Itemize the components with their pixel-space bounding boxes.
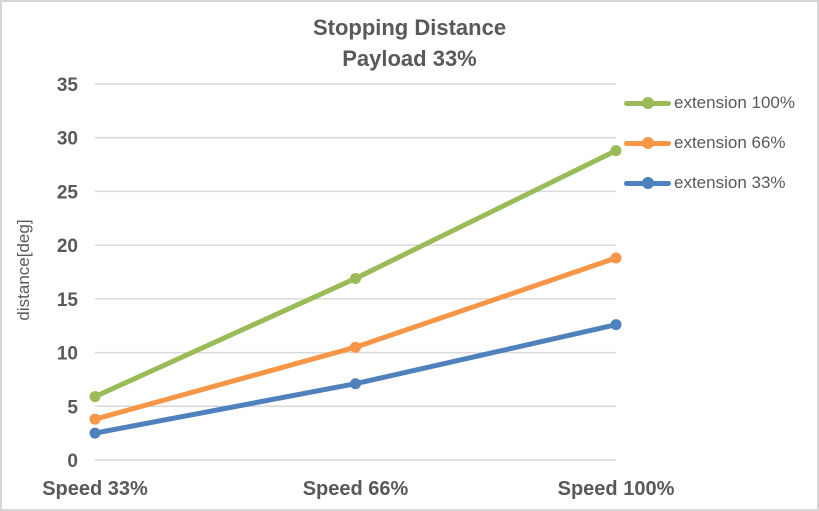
y-tick-label: 20 bbox=[57, 236, 78, 257]
chart-title-line2: Payload 33% bbox=[342, 46, 477, 71]
data-point-marker bbox=[350, 272, 361, 284]
legend-item-extension-33-: extension 33% bbox=[624, 172, 795, 194]
y-tick-label: 10 bbox=[57, 344, 78, 365]
legend-dot-icon bbox=[641, 97, 654, 109]
legend-label: extension 100% bbox=[674, 93, 795, 112]
x-axis-label: Speed 33% bbox=[42, 478, 148, 500]
y-tick-label: 30 bbox=[57, 129, 78, 150]
legend: extension 100% extension 66% extension 33% bbox=[624, 92, 795, 212]
data-point-marker bbox=[89, 427, 101, 439]
y-tick-label: 0 bbox=[67, 451, 78, 472]
x-axis-label: Speed 100% bbox=[558, 478, 675, 500]
y-tick-label: 25 bbox=[57, 182, 79, 203]
chart-title: Stopping Distance Payload 33% bbox=[2, 12, 817, 74]
legend-label: extension 66% bbox=[674, 133, 786, 152]
data-point-marker bbox=[610, 145, 622, 157]
y-tick-label: 35 bbox=[57, 75, 79, 96]
data-point-marker bbox=[610, 252, 622, 264]
legend-line-marker-icon bbox=[624, 97, 671, 109]
legend-item-extension-100-: extension 100% bbox=[624, 92, 795, 114]
legend-label: extension 33% bbox=[674, 173, 786, 192]
y-tick-label: 5 bbox=[67, 397, 78, 418]
data-point-marker bbox=[610, 319, 622, 331]
legend-dot-icon bbox=[641, 177, 654, 189]
data-point-marker bbox=[89, 391, 101, 403]
legend-line-marker-icon bbox=[624, 137, 671, 149]
data-point-marker bbox=[350, 341, 361, 353]
legend-line-marker-icon bbox=[624, 177, 671, 189]
x-axis-label: Speed 66% bbox=[303, 478, 409, 500]
chart-title-line1: Stopping Distance bbox=[312, 15, 507, 40]
data-point-marker bbox=[350, 378, 361, 390]
y-tick-label: 15 bbox=[57, 290, 79, 311]
legend-item-extension-66-: extension 66% bbox=[624, 132, 795, 154]
data-point-marker bbox=[89, 413, 101, 425]
legend-dot-icon bbox=[641, 137, 654, 149]
